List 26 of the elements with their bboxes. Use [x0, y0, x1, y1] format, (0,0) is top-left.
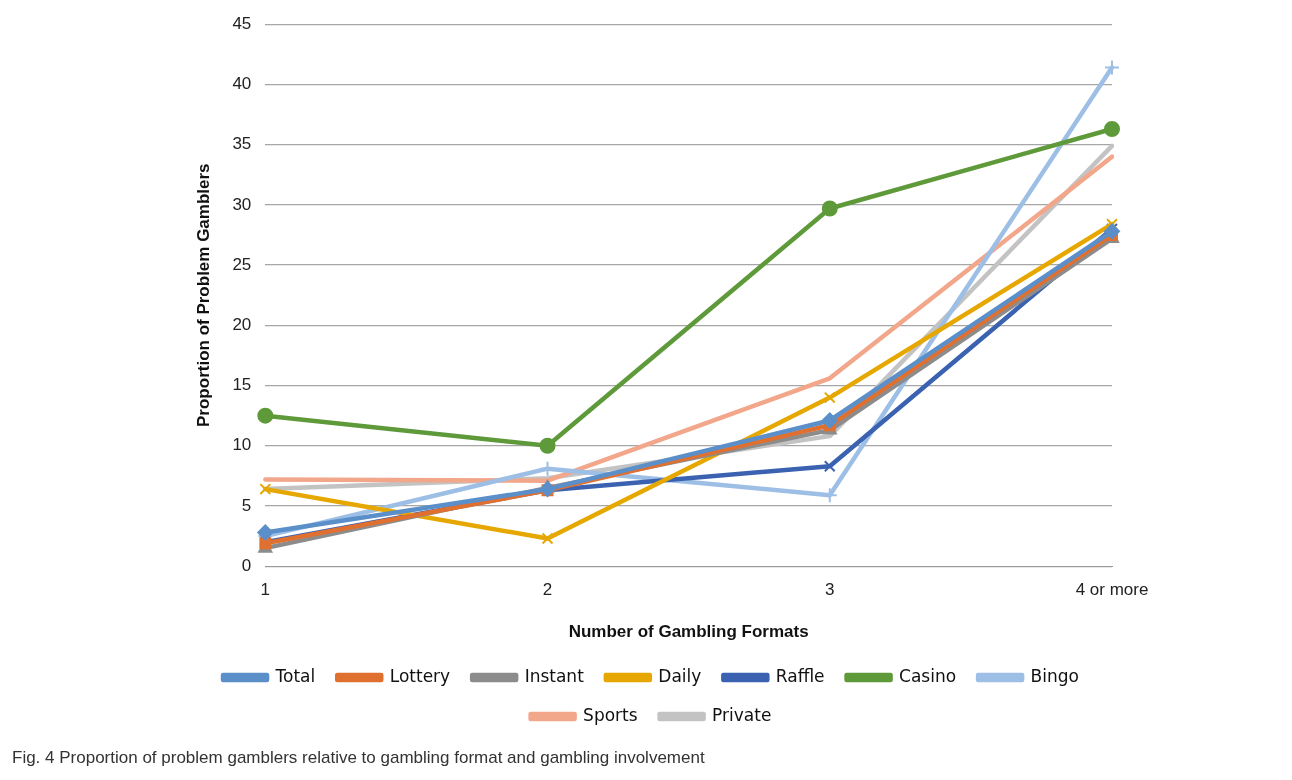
legend-label: Raffle — [775, 665, 825, 686]
legend-label: Total — [274, 665, 316, 686]
legend-label: Casino — [899, 665, 957, 686]
x-axis-title: Number of Gambling Formats — [568, 622, 809, 642]
x-tick-label: 2 — [542, 580, 553, 600]
y-tick-label: 20 — [232, 315, 252, 334]
legend-label: Private — [712, 704, 772, 725]
y-tick-label: 0 — [241, 555, 252, 575]
y-tick-label: 5 — [241, 495, 252, 515]
legend-label: Daily — [658, 665, 702, 686]
legend-label: Lottery — [389, 665, 451, 686]
x-tick-label: 4 or more — [1075, 580, 1149, 600]
caption: Fig. 4 Proportion of problem gamblers relative to gambling format and gambling involvement — [12, 748, 705, 768]
y-tick-label: 35 — [232, 134, 252, 154]
y-tick-label: 15 — [232, 375, 252, 395]
legend-label: Bingo — [1030, 665, 1079, 686]
legend-label: Instant — [524, 665, 585, 686]
x-tick-label: 1 — [260, 580, 271, 600]
y-tick-label: 25 — [232, 254, 252, 274]
x-tick-label: 3 — [825, 580, 835, 600]
y-tick-label: 40 — [232, 74, 252, 94]
y-axis-title: Proportion of Problem Gamblers — [193, 163, 213, 427]
y-tick-label: 10 — [232, 435, 252, 455]
y-tick-label: 45 — [232, 13, 252, 33]
legend-label: Sports — [583, 704, 638, 725]
y-tick-label: 30 — [232, 194, 252, 214]
